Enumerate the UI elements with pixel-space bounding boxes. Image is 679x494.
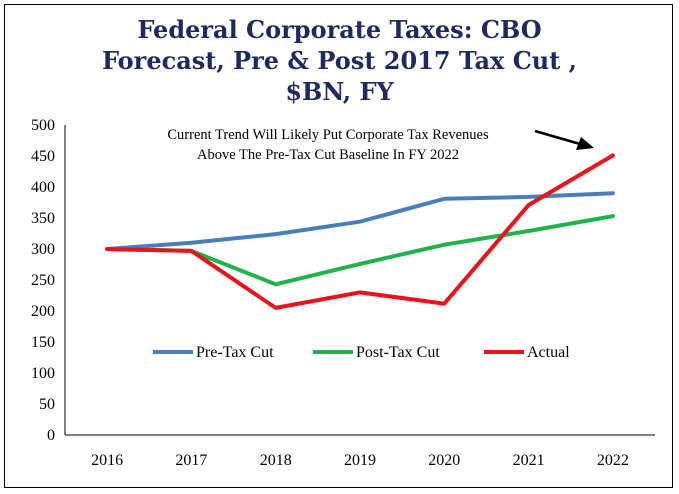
chart-title-line-3: $BN, FY	[285, 77, 394, 106]
x-tick-label: 2021	[513, 452, 545, 469]
series-line-pre-tax-cut	[105, 191, 615, 251]
x-tick-label: 2020	[428, 452, 460, 469]
legend-label: Actual	[527, 344, 570, 361]
annotation-text-line: Above The Pre-Tax Cut Baseline In FY 202…	[197, 147, 459, 163]
annotation-text-line: Current Trend Will Likely Put Corporate …	[167, 127, 489, 143]
y-tick-labels: 0 50 100 150 200 250 300 350 400 450 500	[31, 117, 55, 444]
x-tick-labels: 2016 2017 2018 2019 2020 2021 2022	[91, 452, 629, 469]
y-tick-label: 350	[31, 210, 55, 227]
y-tick-label: 0	[47, 427, 55, 444]
legend: Pre-Tax Cut Post-Tax Cut Actual	[153, 344, 570, 361]
annotation-arrow-shaft	[534, 129, 581, 146]
x-tick-label: 2019	[344, 452, 376, 469]
y-tick-label: 400	[31, 179, 55, 196]
chart-frame	[4, 4, 673, 488]
x-tick-label: 2016	[91, 452, 123, 469]
annotation-arrow-head	[576, 137, 594, 150]
y-tick-label: 250	[31, 272, 55, 289]
y-tick-label: 50	[39, 396, 55, 413]
axes	[64, 125, 655, 436]
series-line-actual	[105, 153, 615, 310]
chart-title-line-2: Forecast, Pre & Post 2017 Tax Cut ,	[101, 46, 578, 75]
x-tick-label: 2018	[260, 452, 292, 469]
chart-title-line-1: Federal Corporate Taxes: CBO	[137, 15, 542, 44]
y-tick-label: 500	[31, 117, 55, 134]
legend-label: Post-Tax Cut	[356, 344, 440, 361]
chart-title: Federal Corporate Taxes: CBO Forecast, P…	[0, 14, 679, 107]
series-lines	[105, 153, 615, 310]
y-tick-label: 300	[31, 241, 55, 258]
x-tick-label: 2022	[597, 452, 629, 469]
annotation: Current Trend Will Likely Put Corporate …	[167, 127, 594, 163]
x-tick-label: 2017	[175, 452, 207, 469]
y-tick-label: 150	[31, 334, 55, 351]
y-tick-label: 100	[31, 365, 55, 382]
y-tick-label: 200	[31, 303, 55, 320]
y-tick-label: 450	[31, 148, 55, 165]
legend-label: Pre-Tax Cut	[196, 344, 274, 361]
